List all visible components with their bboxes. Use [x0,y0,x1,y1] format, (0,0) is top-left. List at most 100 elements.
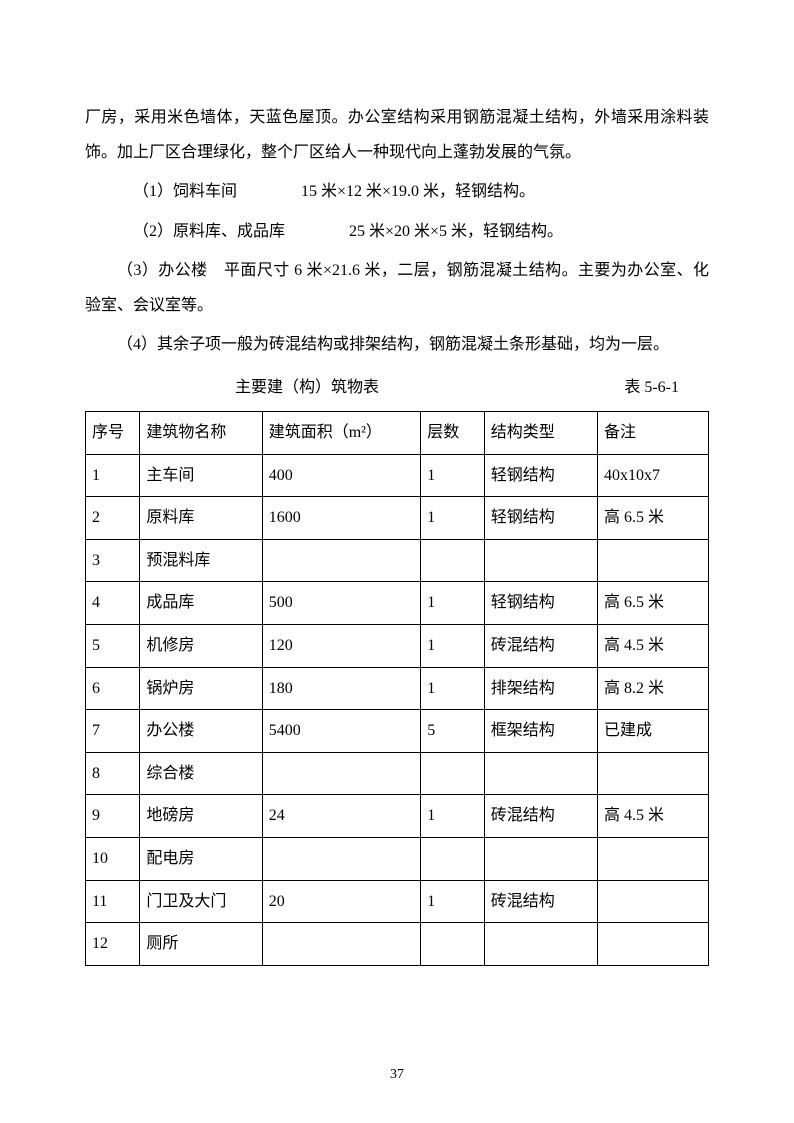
cell-seq: 5 [86,625,140,668]
col-header-name: 建筑物名称 [140,412,262,455]
cell-floors [421,838,484,881]
cell-seq: 6 [86,667,140,710]
cell-area [262,838,421,881]
cell-note: 已建成 [597,710,708,753]
table-caption-row: 主要建（构）筑物表 表 5-6-1 [85,374,709,403]
cell-area: 400 [262,454,421,497]
cell-struct: 框架结构 [484,710,597,753]
cell-seq: 7 [86,710,140,753]
page-number: 37 [0,1067,794,1083]
cell-struct: 砖混结构 [484,880,597,923]
table-row: 11门卫及大门201砖混结构 [86,880,709,923]
table-row: 10配电房 [86,838,709,881]
cell-floors [421,539,484,582]
cell-note: 高 6.5 米 [597,582,708,625]
table-row: 2原料库16001轻钢结构高 6.5 米 [86,497,709,540]
cell-name: 配电房 [140,838,262,881]
cell-floors: 1 [421,454,484,497]
table-row: 1主车间4001轻钢结构40x10x7 [86,454,709,497]
cell-seq: 3 [86,539,140,582]
cell-struct [484,539,597,582]
table-row: 8综合楼 [86,752,709,795]
cell-floors: 5 [421,710,484,753]
cell-note: 高 4.5 米 [597,625,708,668]
cell-floors [421,752,484,795]
cell-note [597,752,708,795]
list-item-3: （3）办公楼 平面尺寸 6 米×21.6 米，二层，钢筋混凝土结构。主要为办公室… [85,253,709,323]
col-header-seq: 序号 [86,412,140,455]
cell-seq: 9 [86,795,140,838]
table-row: 12厕所 [86,923,709,966]
cell-seq: 10 [86,838,140,881]
cell-name: 预混料库 [140,539,262,582]
cell-name: 原料库 [140,497,262,540]
cell-struct: 轻钢结构 [484,454,597,497]
cell-area: 24 [262,795,421,838]
cell-struct [484,752,597,795]
cell-floors [421,923,484,966]
cell-floors: 1 [421,497,484,540]
cell-seq: 1 [86,454,140,497]
cell-note: 高 6.5 米 [597,497,708,540]
col-header-area: 建筑面积（m²） [262,412,421,455]
cell-name: 综合楼 [140,752,262,795]
cell-struct [484,838,597,881]
table-title: 主要建（构）筑物表 [235,374,379,403]
cell-note [597,838,708,881]
table-row: 9地磅房241砖混结构高 4.5 米 [86,795,709,838]
cell-note [597,539,708,582]
cell-struct: 轻钢结构 [484,582,597,625]
cell-name: 锅炉房 [140,667,262,710]
table-row: 6锅炉房1801排架结构高 8.2 米 [86,667,709,710]
list-item-1: （1）饲料车间 15 米×12 米×19.0 米，轻钢结构。 [85,174,709,209]
cell-area: 120 [262,625,421,668]
cell-seq: 12 [86,923,140,966]
table-row: 3预混料库 [86,539,709,582]
table-row: 5机修房1201砖混结构高 4.5 米 [86,625,709,668]
cell-area: 20 [262,880,421,923]
cell-name: 成品库 [140,582,262,625]
cell-seq: 4 [86,582,140,625]
cell-seq: 8 [86,752,140,795]
cell-floors: 1 [421,795,484,838]
cell-note: 高 4.5 米 [597,795,708,838]
cell-note: 高 8.2 米 [597,667,708,710]
col-header-note: 备注 [597,412,708,455]
col-header-struct: 结构类型 [484,412,597,455]
paragraph-intro: 厂房，采用米色墙体，天蓝色屋顶。办公室结构采用钢筋混凝土结构，外墙采用涂料装饰。… [85,100,709,170]
cell-name: 办公楼 [140,710,262,753]
cell-seq: 2 [86,497,140,540]
table-number: 表 5-6-1 [624,374,679,403]
cell-note [597,880,708,923]
cell-struct: 轻钢结构 [484,497,597,540]
cell-floors: 1 [421,880,484,923]
cell-struct: 砖混结构 [484,795,597,838]
cell-name: 机修房 [140,625,262,668]
cell-name: 厕所 [140,923,262,966]
cell-struct: 砖混结构 [484,625,597,668]
cell-area: 180 [262,667,421,710]
cell-area [262,752,421,795]
table-row: 7办公楼54005框架结构已建成 [86,710,709,753]
cell-seq: 11 [86,880,140,923]
cell-area [262,923,421,966]
cell-area: 1600 [262,497,421,540]
list-item-4: （4）其余子项一般为砖混结构或排架结构，钢筋混凝土条形基础，均为一层。 [85,327,709,362]
building-table: 序号 建筑物名称 建筑面积（m²） 层数 结构类型 备注 1主车间4001轻钢结… [85,411,709,966]
cell-area: 5400 [262,710,421,753]
cell-area: 500 [262,582,421,625]
cell-floors: 1 [421,582,484,625]
cell-struct [484,923,597,966]
table-header-row: 序号 建筑物名称 建筑面积（m²） 层数 结构类型 备注 [86,412,709,455]
cell-floors: 1 [421,667,484,710]
cell-floors: 1 [421,625,484,668]
cell-name: 主车间 [140,454,262,497]
cell-note: 40x10x7 [597,454,708,497]
cell-name: 地磅房 [140,795,262,838]
list-item-2: （2）原料库、成品库 25 米×20 米×5 米，轻钢结构。 [85,214,709,249]
cell-struct: 排架结构 [484,667,597,710]
cell-note [597,923,708,966]
cell-name: 门卫及大门 [140,880,262,923]
table-row: 4成品库5001轻钢结构高 6.5 米 [86,582,709,625]
col-header-floors: 层数 [421,412,484,455]
